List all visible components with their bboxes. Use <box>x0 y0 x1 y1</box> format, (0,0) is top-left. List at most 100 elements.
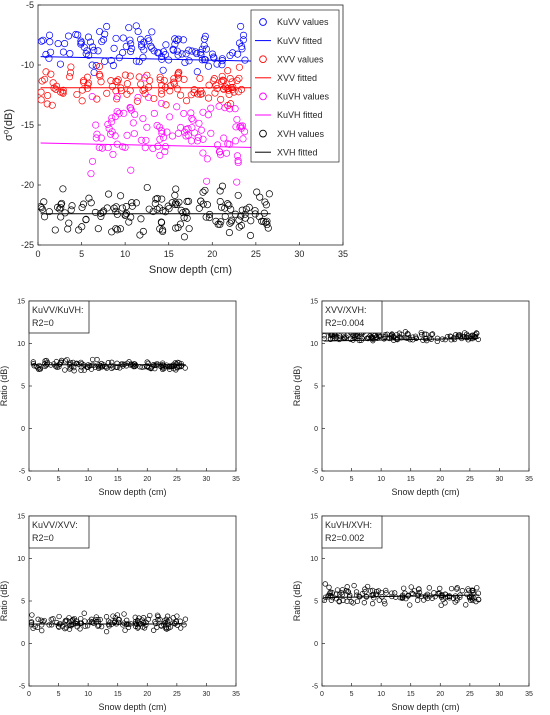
y-tick-label: -5 <box>312 683 318 690</box>
xvh-values-point <box>57 213 65 221</box>
kuvv-values-point <box>90 46 98 54</box>
legend-marker-circle <box>259 18 267 26</box>
x-tick-label: 0 <box>320 476 324 483</box>
kuvh-values-point <box>199 135 207 143</box>
ratio-point <box>84 623 91 629</box>
legend-box <box>250 9 340 163</box>
x-tick-label: 5 <box>57 476 61 483</box>
xvv-values-point <box>218 72 226 80</box>
ratio-point <box>112 618 118 624</box>
ratio-point <box>448 585 455 592</box>
kuvv-values-point <box>86 38 94 46</box>
xvh-values-point <box>113 226 121 234</box>
xvh-values-point <box>122 203 130 211</box>
kuvh-values-point <box>88 157 97 165</box>
x-tick-label: 35 <box>525 476 533 483</box>
kuvh-values-point <box>241 128 249 136</box>
ratio-point <box>64 356 70 363</box>
ratio-point <box>416 586 422 592</box>
kuvv-values-point <box>46 31 54 39</box>
ratio-point <box>174 613 180 619</box>
plot-area <box>322 581 482 608</box>
xvv-values-point <box>47 70 55 78</box>
kuvv-values-point <box>96 28 104 36</box>
xvh-values-point <box>217 203 226 211</box>
xvv-values-point <box>38 77 46 85</box>
xvh-values-point <box>155 204 163 212</box>
xvv-values-point <box>170 75 178 83</box>
ratio-point <box>475 596 482 602</box>
kuvh-values-point <box>98 144 106 152</box>
kuvh-values-point <box>194 133 202 141</box>
xvh-values-point <box>258 217 266 225</box>
kuvv-values-point <box>61 40 69 48</box>
x-tick-label: 20 <box>143 691 151 698</box>
ratio-point <box>81 367 88 373</box>
kuvv-values-point <box>204 62 213 70</box>
ratio-point <box>375 588 382 594</box>
x-tick-label: 25 <box>251 249 261 259</box>
kuvh-values-point <box>234 157 242 165</box>
y-tick-label: 0 <box>314 426 318 433</box>
x-tick-label: 25 <box>173 691 181 698</box>
legend-label: KuVV values <box>277 17 329 27</box>
x-tick-label: 10 <box>377 476 385 483</box>
kuvh-values-point <box>141 144 149 152</box>
xvh-values-point <box>116 225 124 233</box>
y-tick-label: 10 <box>310 556 318 563</box>
x-tick-label: 20 <box>436 476 444 483</box>
ratio-point <box>408 584 414 590</box>
kuvh-values-point <box>216 151 225 159</box>
xvh-values-point <box>64 225 72 233</box>
ratio-point <box>96 365 102 371</box>
xvh-values-point <box>118 204 127 212</box>
xvh-values-point <box>185 225 193 233</box>
kuvv-values-point <box>174 51 182 59</box>
xvv-values-point <box>126 72 134 80</box>
y-tick-label: 5 <box>21 598 25 605</box>
kuvv-values-point <box>218 61 226 69</box>
kuvh-values-point <box>126 104 134 112</box>
xvv-values-point <box>225 90 233 98</box>
kuvh-values-point <box>177 123 185 132</box>
kuvh-values-point <box>234 158 242 167</box>
kuvh-values-point <box>226 105 234 113</box>
kuvh-values-point <box>158 129 166 138</box>
ratio-point <box>36 366 42 373</box>
ratio-point <box>382 601 388 607</box>
ratio-label-box: KuVH/XVH: R2=0.002 <box>321 515 383 549</box>
kuvv-values-point <box>188 47 196 55</box>
legend: KuVV values KuVV fitted XVV values XVV fitt… <box>250 9 340 163</box>
kuvv-values-point <box>160 48 168 56</box>
kuvv-values-point <box>148 28 156 36</box>
ratio-point <box>434 335 441 341</box>
ratio-point <box>52 363 59 369</box>
y-tick-label: 15 <box>310 298 318 305</box>
xvv-values-point <box>59 88 67 96</box>
ratio-point <box>109 359 115 365</box>
xvv-values-point <box>235 74 243 82</box>
ratio-point <box>37 366 43 372</box>
ratio-point <box>455 332 461 338</box>
kuvv-values-point <box>171 35 179 43</box>
kuvv-values-point <box>84 33 93 41</box>
x-tick-label: 25 <box>173 476 181 483</box>
kuvv-values-point <box>238 45 246 53</box>
ratio-point <box>362 586 368 592</box>
kuvv-values-point <box>218 55 226 63</box>
ratio-point <box>369 601 376 607</box>
kuvv-values-point <box>181 58 189 67</box>
ratio-label-line: KuVV/KuVH: <box>32 305 84 315</box>
ratio-point <box>73 618 79 624</box>
kuvh-values-point <box>222 149 231 157</box>
xvh-values-point <box>87 199 95 207</box>
x-tick-label: 35 <box>338 249 348 259</box>
ratio-point <box>345 589 352 595</box>
xvv-values-point <box>226 75 234 83</box>
xvh-values-point <box>165 204 173 213</box>
ratio-point <box>383 587 389 594</box>
ratio-label-line: KuVH/XVH: <box>325 520 372 530</box>
ratio-point <box>182 616 189 622</box>
xvv-values-point <box>205 81 213 89</box>
xvv-values-point <box>173 85 182 93</box>
